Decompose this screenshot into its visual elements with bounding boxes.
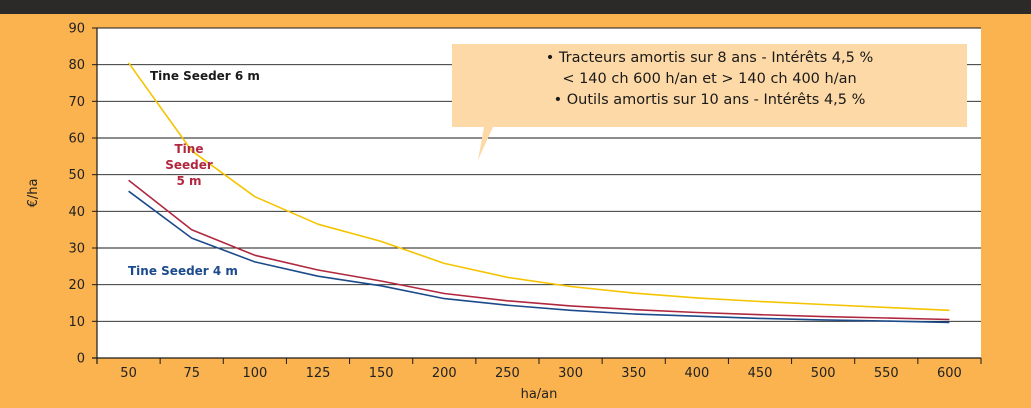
- callout-line-2: < 140 ch 600 h/an et > 140 ch 400 h/an: [562, 71, 857, 87]
- x-axis-title: ha/an: [521, 387, 558, 402]
- callout-line-3: • Outils amortis sur 10 ans - Intérêts 4…: [553, 92, 866, 108]
- top-bar: [0, 0, 1031, 14]
- x-tick-label: 100: [242, 366, 267, 381]
- x-tick-label: 550: [874, 366, 899, 381]
- y-tick-label: 70: [68, 95, 85, 110]
- callout-text: • Tracteurs amortis sur 8 ans - Intérêts…: [452, 48, 967, 111]
- y-tick-label: 20: [68, 278, 85, 293]
- y-tick-label: 10: [68, 315, 85, 330]
- callout-box: [452, 44, 967, 160]
- y-tick-label: 0: [77, 352, 85, 367]
- x-tick-label: 600: [937, 366, 962, 381]
- series-line-tine-seeder-6-m: [127, 62, 950, 312]
- series-label: 5 m: [176, 174, 201, 188]
- callout-line-1: • Tracteurs amortis sur 8 ans - Intérêts…: [545, 50, 874, 66]
- x-tick-label: 300: [558, 366, 583, 381]
- series-line-tine-seeder-4-m: [128, 190, 950, 324]
- series-label: Tine: [175, 142, 204, 156]
- x-tick-label: 150: [369, 366, 394, 381]
- y-tick-label: 90: [68, 22, 85, 37]
- x-tick-label: 500: [811, 366, 836, 381]
- x-tick-label: 400: [684, 366, 709, 381]
- y-tick-label: 60: [68, 132, 85, 147]
- series-label: Tine Seeder 4 m: [128, 264, 238, 278]
- x-tick-label: 50: [120, 366, 137, 381]
- y-tick-labels: 0 10 20 30 40 50 60 70 80 90: [68, 22, 85, 367]
- x-tick-label: 450: [748, 366, 773, 381]
- y-tick-label: 30: [68, 242, 85, 257]
- x-tick-label: 125: [306, 366, 331, 381]
- axes: [92, 27, 982, 364]
- x-tick-labels: 50 75 100 125 150 200 250 300 350 400 450 500 550 600: [120, 366, 962, 381]
- series-labels: Tine Seeder 6 m Tine Seeder 5 m Tine Seeder …: [128, 69, 260, 278]
- x-tick-label: 250: [495, 366, 520, 381]
- y-tick-label: 50: [68, 168, 85, 183]
- y-axis-title: €/ha: [26, 179, 41, 208]
- series-label: Tine Seeder 6 m: [150, 69, 260, 83]
- x-tick-label: 350: [621, 366, 646, 381]
- series-label: Seeder: [165, 158, 213, 172]
- y-tick-label: 80: [68, 58, 85, 73]
- x-tick-label: 75: [183, 366, 200, 381]
- series-lines: [127, 62, 950, 324]
- series-line-tine-seeder-5-m: [128, 179, 950, 321]
- y-tick-label: 40: [68, 205, 85, 220]
- x-tick-label: 200: [432, 366, 457, 381]
